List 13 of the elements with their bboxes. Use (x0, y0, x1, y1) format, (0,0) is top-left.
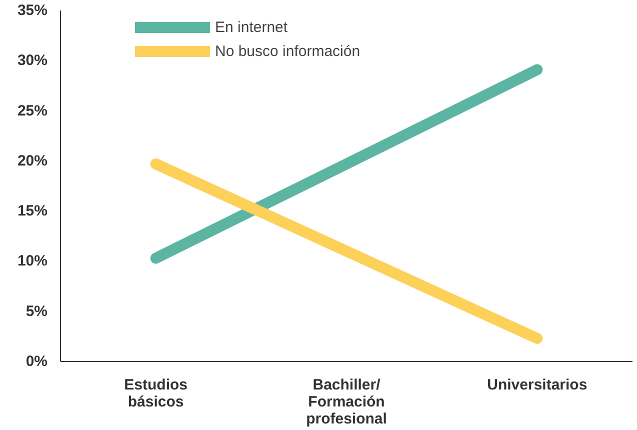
x-tick-label: Universitarios (487, 376, 588, 394)
legend-label: No busco información (215, 42, 360, 60)
legend-label: En internet (215, 18, 288, 36)
y-tick-label: 35% (17, 2, 48, 19)
x-tick-label: Bachiller/ Formación profesional (306, 376, 387, 428)
y-tick-label: 25% (17, 102, 48, 120)
y-tick-label: 30% (17, 52, 48, 70)
y-tick-label: 5% (26, 302, 48, 320)
y-tick-label: 20% (17, 152, 48, 170)
y-tick-label: 15% (17, 202, 48, 220)
y-tick-label: 10% (17, 252, 48, 270)
x-tick-label: Estudios básicos (124, 376, 188, 410)
y-tick-label: 0% (26, 353, 48, 370)
